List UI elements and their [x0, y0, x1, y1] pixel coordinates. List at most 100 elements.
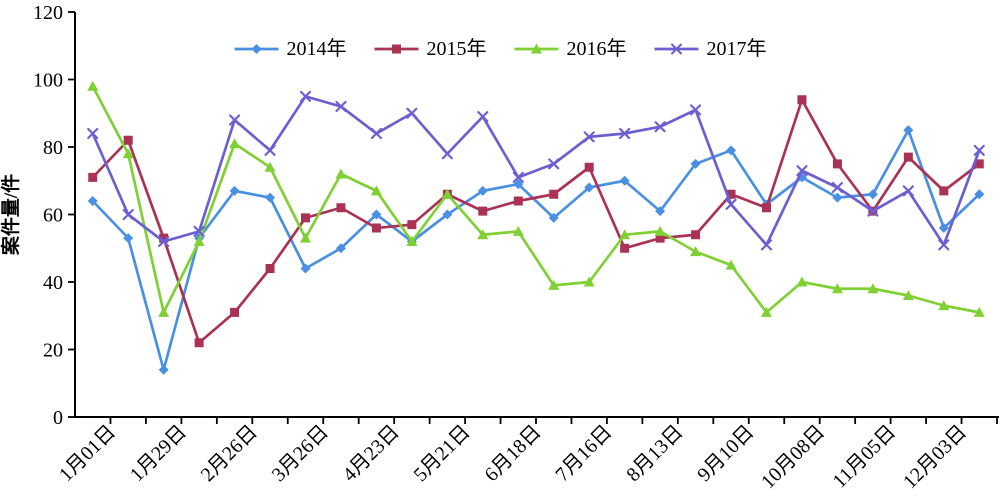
legend-item-2014: 2014年 — [234, 38, 347, 60]
series-line — [91, 95, 981, 247]
data-point — [406, 236, 418, 246]
data-point — [193, 225, 205, 237]
y-tick-label: 20 — [43, 340, 63, 362]
legend-line-marker-2016-icon — [514, 43, 559, 54]
data-point — [88, 172, 98, 182]
data-point — [300, 263, 311, 274]
data-point — [442, 209, 453, 220]
data-point — [902, 290, 914, 300]
legend: 2014年 2015年 2016年 2017年 — [234, 38, 767, 60]
y-tick-label: 100 — [33, 70, 63, 92]
data-point — [87, 80, 99, 91]
data-point — [299, 90, 312, 102]
data-point — [690, 246, 702, 257]
x-tick-label: 6月18日 — [480, 421, 545, 486]
x-tick-label: 11月05日 — [829, 421, 901, 493]
y-tick-label: 0 — [53, 407, 63, 429]
data-point — [265, 264, 275, 273]
data-point — [938, 223, 949, 233]
data-point — [902, 185, 914, 197]
legend-line-marker-2014-icon — [234, 44, 279, 54]
data-point — [123, 233, 134, 244]
data-point — [548, 212, 559, 223]
data-point — [796, 276, 808, 287]
series-line — [91, 98, 981, 345]
y-tick-label: 80 — [43, 137, 63, 159]
y-axis-title: 案件量/件 — [0, 174, 22, 256]
x-tick-label: 10月08日 — [757, 421, 829, 493]
legend-label-2016: 2016年 — [566, 38, 627, 60]
data-point — [549, 189, 559, 199]
y-tick-label: 120 — [33, 2, 63, 24]
data-point — [251, 44, 262, 54]
data-point — [691, 230, 701, 240]
y-tick-label: 40 — [43, 272, 63, 294]
data-point — [512, 171, 524, 183]
data-point — [158, 364, 169, 375]
data-point — [903, 152, 913, 162]
data-point — [531, 43, 542, 54]
data-point — [122, 148, 134, 159]
data-point — [87, 127, 99, 140]
data-point — [654, 121, 666, 133]
x-tick-label: 12月03日 — [899, 421, 971, 493]
data-point — [265, 192, 276, 203]
x-tick-label: 8月13日 — [622, 421, 687, 486]
data-point — [336, 203, 346, 213]
data-point — [867, 205, 879, 217]
legend-item-2015: 2015年 — [374, 38, 487, 60]
data-point — [548, 279, 560, 290]
data-point — [228, 114, 241, 126]
legend-item-2016: 2016年 — [514, 38, 627, 60]
data-point — [797, 95, 807, 105]
data-point — [122, 208, 134, 221]
data-point — [938, 300, 950, 311]
data-point — [548, 158, 560, 170]
axes-lines — [74, 12, 999, 418]
data-point — [831, 181, 844, 194]
data-point — [832, 159, 842, 169]
data-point — [159, 233, 169, 243]
data-point — [973, 306, 985, 317]
data-point — [335, 168, 347, 179]
data-point — [725, 198, 737, 210]
data-point — [796, 165, 808, 177]
legend-label-2014: 2014年 — [286, 38, 347, 60]
data-point — [725, 259, 737, 270]
data-point — [654, 225, 666, 236]
data-point — [513, 179, 524, 190]
data-point — [939, 186, 949, 196]
data-point — [477, 111, 489, 123]
data-point — [762, 203, 771, 213]
data-point — [619, 229, 631, 240]
data-point — [194, 338, 204, 348]
x-tick-label: 5月21日 — [410, 421, 475, 486]
x-tick-label: 1月01日 — [55, 421, 120, 486]
series-line — [91, 128, 981, 372]
data-point — [407, 220, 417, 230]
data-point — [87, 196, 98, 206]
data-point — [938, 239, 950, 251]
data-point — [583, 276, 595, 287]
data-point — [335, 100, 347, 113]
data-point — [441, 188, 453, 199]
data-point — [370, 127, 383, 140]
data-point — [655, 206, 666, 217]
data-point — [264, 144, 276, 156]
data-point — [406, 107, 418, 119]
data-point — [671, 43, 682, 55]
data-point — [726, 145, 737, 156]
data-point — [584, 182, 595, 193]
data-point — [583, 131, 595, 143]
data-point — [392, 44, 401, 54]
x-tick-label: 3月26日 — [268, 421, 333, 486]
data-point — [831, 283, 843, 294]
series-2017年 — [87, 90, 985, 251]
series-2016年 — [87, 80, 985, 317]
x-tick-label: 9月10日 — [693, 421, 758, 486]
data-point — [619, 175, 630, 186]
x-tick-label: 7月16日 — [551, 421, 616, 486]
data-point — [477, 229, 489, 240]
